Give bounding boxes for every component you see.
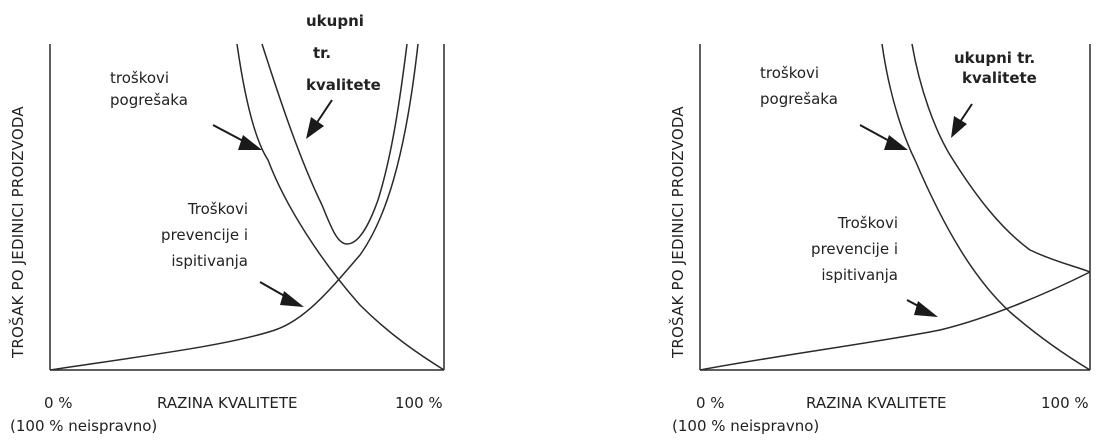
right-y-axis-label: TROŠAK PO JEDINICI PROIZVODA <box>668 106 687 359</box>
right-prevention-cost-curve <box>699 271 1091 371</box>
right-x-end-label: 100 % <box>1041 394 1089 412</box>
left-x-end-label: 100 % <box>395 394 443 412</box>
left-total-label-line2: tr. <box>313 44 331 62</box>
left-prevention-label-line2: prevencije i <box>161 226 248 244</box>
left-failure-arrow <box>212 124 262 150</box>
right-x-axis-label: RAZINA KVALITETE <box>806 394 947 412</box>
left-total-label-line3: kvalitete <box>306 76 381 94</box>
left-x-axis-label: RAZINA KVALITETE <box>157 394 298 412</box>
right-prevention-label-line2: prevencije i <box>811 240 898 258</box>
right-failure-label-line1: troškovi <box>760 64 819 82</box>
left-total-arrow <box>306 99 333 139</box>
left-failure-cost-curve <box>236 43 445 371</box>
right-x-start-label: 0 % <box>696 394 725 412</box>
right-failure-cost-curve <box>881 43 1091 371</box>
left-prevention-label-line3: ispitivanja <box>171 252 248 270</box>
right-prevention-label-line3: ispitivanja <box>821 266 898 284</box>
left-prevention-cost-curve <box>49 43 419 371</box>
right-failure-arrow <box>859 124 908 150</box>
left-x-start-sub-label: (100 % neispravno) <box>10 417 157 435</box>
left-failure-label-line1: troškovi <box>110 69 169 87</box>
left-y-axis-label: TROŠAK PO JEDINICI PROIZVODA <box>8 106 27 359</box>
right-prevention-label-line1: Troškovi <box>837 214 898 232</box>
right-total-label-line2: kvalitete <box>962 69 1037 87</box>
right-total-cost-curve <box>911 43 1091 273</box>
right-total-arrow <box>951 103 973 138</box>
right-failure-label-line2: pogrešaka <box>760 90 838 108</box>
left-x-start-label: 0 % <box>44 394 73 412</box>
left-diagram: troškovi pogrešaka ukupni tr. kvalitete … <box>8 12 445 435</box>
right-diagram: troškovi pogrešaka ukupni tr. kvalitete … <box>668 43 1091 435</box>
right-prevention-arrow <box>906 299 938 317</box>
left-prevention-label-line1: Troškovi <box>187 200 248 218</box>
left-failure-label-line2: pogrešaka <box>110 91 188 109</box>
right-total-label-line1: ukupni tr. <box>954 49 1035 67</box>
left-total-cost-curve <box>261 43 408 245</box>
right-x-start-sub-label: (100 % neispravno) <box>672 417 819 435</box>
left-total-label-line1: ukupni <box>306 12 364 30</box>
left-prevention-arrow <box>259 281 304 307</box>
